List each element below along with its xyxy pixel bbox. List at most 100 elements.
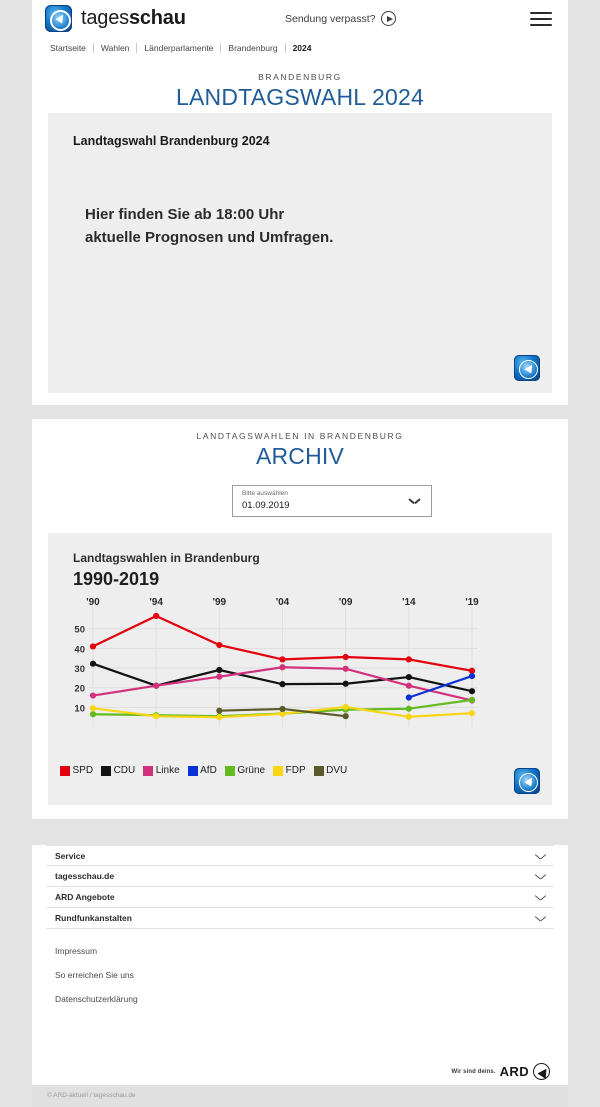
legend-item-cdu[interactable]: CDU xyxy=(101,765,135,776)
footer-links: Impressum So erreichen Sie uns Datenschu… xyxy=(55,939,545,1011)
chevron-down-icon[interactable] xyxy=(409,498,420,504)
ard-claim-logo: Wir sind deins. ARD xyxy=(451,1063,550,1080)
teaser-line-2: aktuelle Prognosen und Umfragen. xyxy=(85,229,334,247)
chevron-down-icon[interactable] xyxy=(535,854,546,860)
teaser-line-1: Hier finden Sie ab 18:00 Uhr xyxy=(85,206,285,223)
site-header: tagesschau Sendung verpasst? Startseite … xyxy=(32,0,568,60)
archive-chart-card: Landtagswahlen in Brandenburg 1990-2019 … xyxy=(48,533,552,805)
accordion-label: tagesschau.de xyxy=(55,871,115,881)
legend-label: AfD xyxy=(200,765,217,776)
select-floating-label: Bitte auswählen xyxy=(242,490,288,497)
svg-text:'19: '19 xyxy=(465,597,479,608)
missed-show-link[interactable]: Sendung verpasst? xyxy=(285,11,397,26)
breadcrumb-separator xyxy=(284,43,286,53)
legend-label: DVU xyxy=(326,765,348,776)
play-circle-icon[interactable] xyxy=(381,11,397,26)
election-section: BRANDENBURG LANDTAGSWAHL 2024 Landtagswa… xyxy=(32,60,568,405)
svg-text:'94: '94 xyxy=(149,597,163,608)
chevron-down-icon[interactable] xyxy=(535,916,546,922)
footer-link-datenschutz[interactable]: Datenschutzerklärung xyxy=(55,994,138,1004)
breadcrumb-item-2024[interactable]: 2024 xyxy=(292,43,312,53)
chart-subtitle: Landtagswahlen in Brandenburg xyxy=(73,551,260,565)
election-kicker: BRANDENBURG xyxy=(258,72,342,82)
svg-text:'90: '90 xyxy=(86,597,100,608)
page-title: LANDTAGSWAHL 2024 xyxy=(176,84,424,110)
footer-accordion-rundfunkanstalten[interactable]: Rundfunkanstalten xyxy=(46,908,554,929)
accordion-label: Rundfunkanstalten xyxy=(55,913,132,923)
header-top-row: tagesschau Sendung verpasst? xyxy=(32,0,568,38)
legend-item-grüne[interactable]: Grüne xyxy=(224,765,266,776)
footer-link-impressum[interactable]: Impressum xyxy=(55,946,98,956)
svg-text:'04: '04 xyxy=(276,597,290,608)
legend-item-spd[interactable]: SPD xyxy=(60,765,93,776)
svg-text:20: 20 xyxy=(74,684,85,695)
legend-label: Linke xyxy=(155,765,180,776)
legend-swatch-icon xyxy=(313,765,324,776)
legend-swatch-icon xyxy=(143,765,154,776)
legend-swatch-icon xyxy=(101,765,112,776)
footer-link-kontakt[interactable]: So erreichen Sie uns xyxy=(55,970,134,980)
legend-swatch-icon xyxy=(273,765,284,776)
footer-accordion-service[interactable]: Service xyxy=(46,845,554,866)
archive-title: ARCHIV xyxy=(255,443,345,469)
legend-label: FDP xyxy=(285,765,306,776)
legend-item-afd[interactable]: AfD xyxy=(187,765,217,776)
breadcrumb-item-startseite[interactable]: Startseite xyxy=(50,43,86,53)
legend-label: SPD xyxy=(72,765,94,776)
svg-text:'14: '14 xyxy=(402,597,416,608)
copyright-bar: © ARD-aktuell / tagesschau.de xyxy=(32,1085,568,1107)
legend-item-fdp[interactable]: FDP xyxy=(273,765,306,776)
chevron-down-icon[interactable] xyxy=(535,895,546,901)
ard-claim-text: Wir sind deins. xyxy=(451,1068,496,1075)
legend-swatch-icon xyxy=(224,765,235,776)
copyright-text: © ARD-aktuell / tagesschau.de xyxy=(47,1092,136,1099)
breadcrumb: Startseite Wahlen Länderparlamente Brand… xyxy=(45,41,319,55)
breadcrumb-separator xyxy=(136,43,138,53)
teaser-body: Hier finden Sie ab 18:00 Uhr aktuelle Pr… xyxy=(85,203,333,250)
archive-date-select[interactable]: Bitte auswählen 01.09.2019 xyxy=(232,485,432,517)
svg-text:50: 50 xyxy=(74,625,85,636)
tagesschau-logo[interactable]: tagesschau xyxy=(45,5,186,32)
svg-text:10: 10 xyxy=(74,703,85,714)
archive-section: LANDTAGSWAHLEN IN BRANDENBURG ARCHIV Bit… xyxy=(32,419,568,819)
chart-plot-area: 10 20 30 40 50 '90 '94 '99 '04 '09 '14 '19 xyxy=(60,595,540,743)
election-teaser-card: Landtagswahl Brandenburg 2024 Hier finde… xyxy=(48,113,552,393)
legend-swatch-icon xyxy=(60,765,70,776)
accordion-label: Service xyxy=(55,851,86,861)
ard-eins-badge-icon xyxy=(514,355,540,381)
legend-label: Grüne xyxy=(237,765,266,776)
archive-kicker: LANDTAGSWAHLEN IN BRANDENBURG xyxy=(196,431,404,441)
missed-show-label: Sendung verpasst? xyxy=(285,12,376,25)
footer-accordion-ard-angebote[interactable]: ARD Angebote xyxy=(46,887,554,908)
hamburger-menu-icon[interactable] xyxy=(530,12,552,26)
legend-item-dvu[interactable]: DVU xyxy=(313,765,348,776)
breadcrumb-separator xyxy=(92,43,94,53)
ard-eye-icon xyxy=(533,1063,550,1080)
site-footer: Service tagesschau.de ARD Angebote Rundf… xyxy=(32,845,568,1093)
chart-title: 1990-2019 xyxy=(73,569,160,589)
breadcrumb-item-wahlen[interactable]: Wahlen xyxy=(100,43,130,53)
ard-eins-badge-icon xyxy=(514,768,540,794)
svg-text:30: 30 xyxy=(74,664,85,675)
legend-swatch-icon xyxy=(187,765,198,776)
line-chart: 10 20 30 40 50 '90 '94 '99 '04 '09 '14 '19 xyxy=(74,597,479,727)
svg-text:'99: '99 xyxy=(213,597,227,608)
breadcrumb-item-laenderparlamente[interactable]: Länderparlamente xyxy=(144,43,214,53)
legend-label: CDU xyxy=(113,765,136,776)
ard-tagesschau-logo-icon xyxy=(45,5,72,32)
ard-wordmark: ARD xyxy=(499,1064,529,1079)
accordion-label: ARD Angebote xyxy=(55,892,115,902)
chart-legend: SPD CDU Linke AfD Grüne FDP DVU xyxy=(60,765,347,776)
teaser-heading: Landtagswahl Brandenburg 2024 xyxy=(73,134,270,148)
legend-item-linke[interactable]: Linke xyxy=(143,765,180,776)
logo-wordmark: tagesschau xyxy=(81,7,186,30)
breadcrumb-separator xyxy=(220,43,222,53)
select-selected-value: 01.09.2019 xyxy=(242,500,290,511)
chevron-down-icon[interactable] xyxy=(535,874,546,880)
breadcrumb-item-brandenburg[interactable]: Brandenburg xyxy=(228,43,278,53)
svg-text:'09: '09 xyxy=(339,597,353,608)
svg-text:40: 40 xyxy=(74,644,85,655)
footer-accordion-tagesschau[interactable]: tagesschau.de xyxy=(46,866,554,887)
logo-word-bold: schau xyxy=(128,7,186,29)
